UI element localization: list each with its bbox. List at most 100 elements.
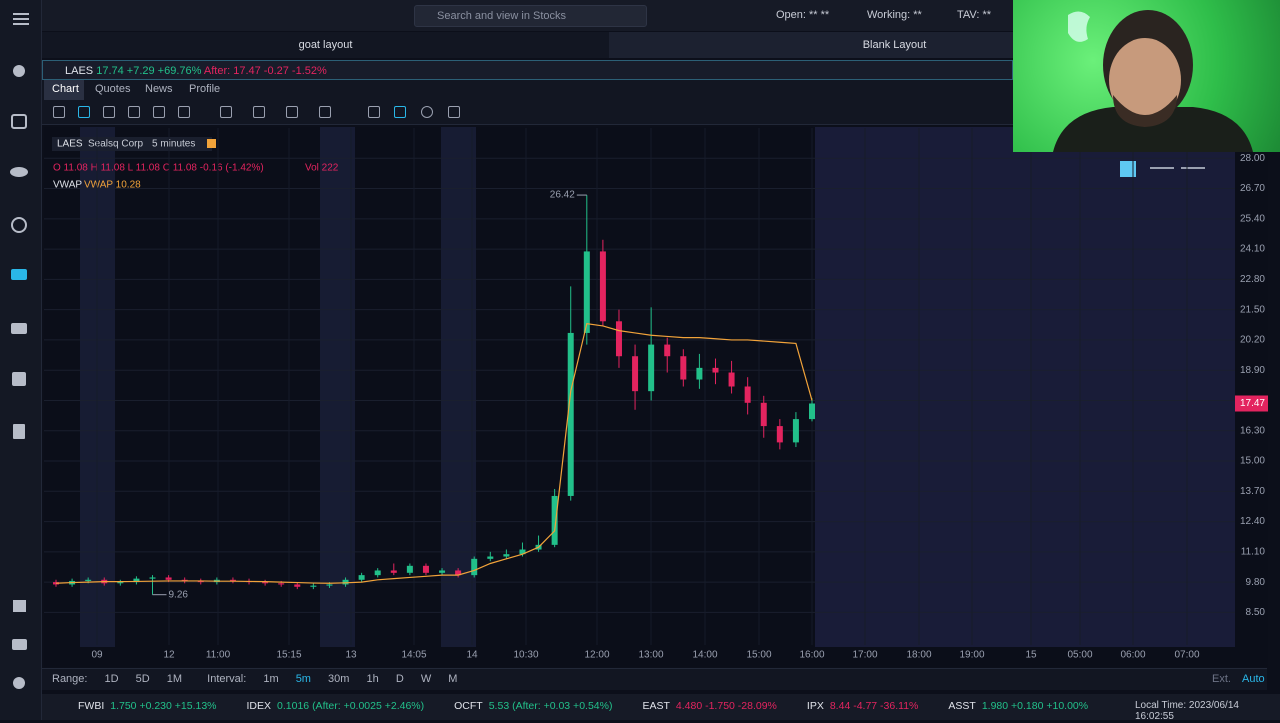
auto-toggle[interactable]: Auto — [1242, 673, 1265, 685]
tape-quote: 8.44 -4.77 -36.11% — [829, 700, 919, 712]
x-tick-label: 15 — [1025, 650, 1037, 661]
range-option[interactable]: 5D — [135, 673, 150, 685]
line-style[interactable] — [1150, 167, 1174, 169]
tool-button[interactable] — [286, 106, 298, 118]
search-box[interactable]: Search and view in Stocks — [414, 5, 647, 27]
tool-button[interactable] — [53, 106, 65, 118]
tab[interactable]: Quotes — [95, 83, 131, 95]
funds-icon[interactable] — [12, 372, 26, 386]
working-orders[interactable]: Working: ** — [867, 9, 922, 21]
menu-icon[interactable] — [13, 13, 29, 25]
candle-body — [792, 419, 799, 443]
x-tick-label: 17:00 — [852, 650, 877, 661]
vwap-line — [55, 322, 813, 584]
tape-item[interactable]: EAST 4.480 -1.750 -28.09% — [642, 700, 776, 712]
candle-body — [583, 251, 590, 333]
interval-option[interactable]: D — [395, 673, 404, 685]
tool-button[interactable] — [448, 106, 460, 118]
tool-button[interactable] — [153, 106, 165, 118]
x-tick-label: 13 — [345, 650, 357, 661]
tab[interactable]: Chart — [44, 80, 84, 100]
last-price-label: 17.47 — [1240, 398, 1265, 409]
tape-quote: 1.750 +0.230 +15.13% — [110, 700, 217, 712]
tool-button[interactable] — [319, 106, 331, 118]
tool-button[interactable] — [178, 106, 190, 118]
candle-body — [809, 403, 815, 420]
news-icon[interactable] — [11, 114, 27, 129]
wallet-icon[interactable] — [11, 323, 27, 334]
message-icon[interactable] — [12, 639, 27, 650]
interval-option[interactable]: 30m — [328, 673, 350, 685]
x-tick-label: 11:00 — [206, 650, 231, 661]
legend-flag — [207, 139, 216, 148]
range-option[interactable]: 1D — [104, 673, 119, 685]
book-icon[interactable] — [13, 600, 26, 612]
doc-icon[interactable] — [13, 424, 25, 439]
legend-box — [52, 137, 212, 151]
candle-body — [439, 570, 446, 573]
legend-name: Sealsq Corp — [88, 139, 143, 150]
tape-item[interactable]: IDEX 0.1016 (After: +0.0025 +2.46%) — [247, 700, 425, 712]
tool-button[interactable] — [253, 106, 265, 118]
tape-quote: 5.53 (After: +0.03 +0.54%) — [488, 700, 613, 712]
chart-toolbar — [42, 100, 1013, 125]
tape-quote: 1.980 +0.180 +10.00% — [981, 700, 1089, 712]
candle-body — [648, 344, 655, 392]
gauge-icon[interactable] — [11, 217, 27, 233]
x-tick-label: 16:00 — [799, 650, 824, 661]
interval-option[interactable]: M — [448, 673, 458, 685]
x-tick-label: 05:00 — [1067, 650, 1092, 661]
candle-body — [229, 579, 236, 581]
tape-symbol: OCFT — [454, 700, 483, 712]
drawing-tool[interactable] — [1120, 161, 1136, 177]
tool-button[interactable] — [421, 106, 433, 118]
x-tick-label: 18:00 — [906, 650, 931, 661]
candle-body — [278, 583, 285, 585]
candle-body — [165, 577, 172, 580]
candle-body — [149, 577, 156, 579]
chart-icon[interactable] — [11, 269, 27, 280]
tab[interactable]: News — [145, 83, 173, 95]
x-tick-label: 10:30 — [513, 650, 538, 661]
candle-body — [744, 386, 751, 403]
ext-toggle[interactable]: Ext. — [1212, 673, 1231, 685]
tool-button[interactable] — [368, 106, 380, 118]
interval-option[interactable]: 1h — [366, 673, 379, 685]
candle-body — [471, 558, 478, 576]
explore-icon[interactable] — [10, 167, 28, 177]
candle-body — [133, 578, 140, 583]
candle-body — [294, 584, 301, 587]
tape-item[interactable]: FWBI 1.750 +0.230 +15.13% — [78, 700, 217, 712]
tool-button[interactable] — [220, 106, 232, 118]
interval-option[interactable]: 1m — [263, 673, 279, 685]
tool-button[interactable] — [128, 106, 140, 118]
candle-body — [487, 556, 494, 559]
interval-option[interactable]: 5m — [295, 673, 311, 685]
tape-quote: 4.480 -1.750 -28.09% — [675, 700, 777, 712]
tool-button[interactable] — [103, 106, 115, 118]
watchlist-icon[interactable] — [13, 65, 25, 77]
tabs-row — [42, 80, 1013, 100]
open-orders[interactable]: Open: ** ** — [776, 9, 830, 21]
tape-item[interactable]: OCFT 5.53 (After: +0.03 +0.54%) — [454, 700, 612, 712]
x-tick-label: 07:00 — [1174, 650, 1199, 661]
tav[interactable]: TAV: ** — [957, 9, 992, 21]
range-option[interactable]: 1M — [166, 673, 183, 685]
neon-sign — [1068, 11, 1090, 42]
candle-body — [632, 356, 639, 392]
line-style[interactable] — [1181, 167, 1205, 169]
layout-tab[interactable]: goat layout — [42, 32, 609, 58]
legend-vwap-label: VWAP — [53, 180, 82, 191]
y-tick-label: 11.10 — [1241, 546, 1266, 557]
tape-item[interactable]: ASST 1.980 +0.180 +10.00% — [948, 700, 1088, 712]
tab[interactable]: Profile — [189, 83, 221, 95]
tool-button[interactable] — [394, 106, 406, 118]
tool-button[interactable] — [78, 106, 90, 118]
tape-item[interactable]: IPX 8.44 -4.77 -36.11% — [807, 700, 918, 712]
interval-option[interactable]: W — [420, 673, 432, 685]
x-tick-label: 12 — [163, 650, 175, 661]
y-tick-label: 13.70 — [1240, 486, 1265, 497]
settings-icon[interactable] — [13, 677, 25, 689]
session-band — [441, 127, 476, 647]
